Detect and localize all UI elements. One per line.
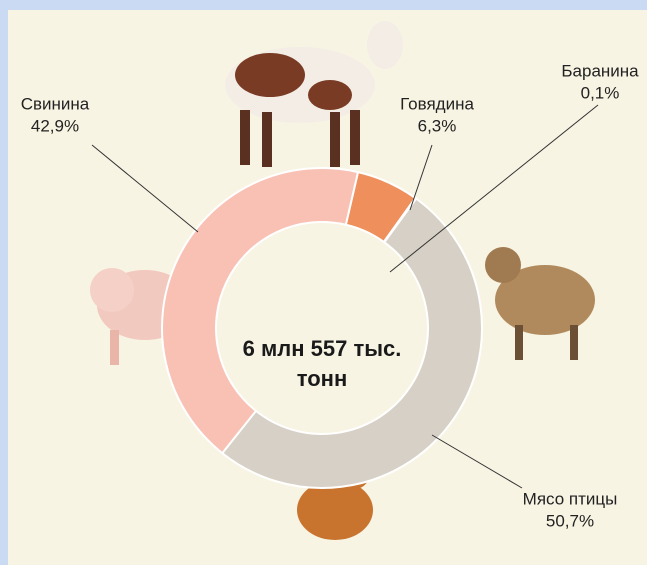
value-label: 42,9% [31,116,79,135]
center-text: 6 млн 557 тыс. [243,336,402,361]
value-label: 6,3% [418,116,457,135]
page: 6 млн 557 тыс. тонн Говядина 6,3% Баранина… [0,0,647,565]
category-label: Мясо птицы [523,489,618,508]
category-label: Свинина [21,94,90,113]
category-label: Баранина [561,61,639,80]
chart: 6 млн 557 тыс. тонн Говядина 6,3% Баранина… [0,0,647,565]
value-label: 0,1% [581,83,620,102]
center-text: тонн [297,366,348,391]
category-label: Говядина [400,94,474,113]
value-label: 50,7% [546,511,594,530]
